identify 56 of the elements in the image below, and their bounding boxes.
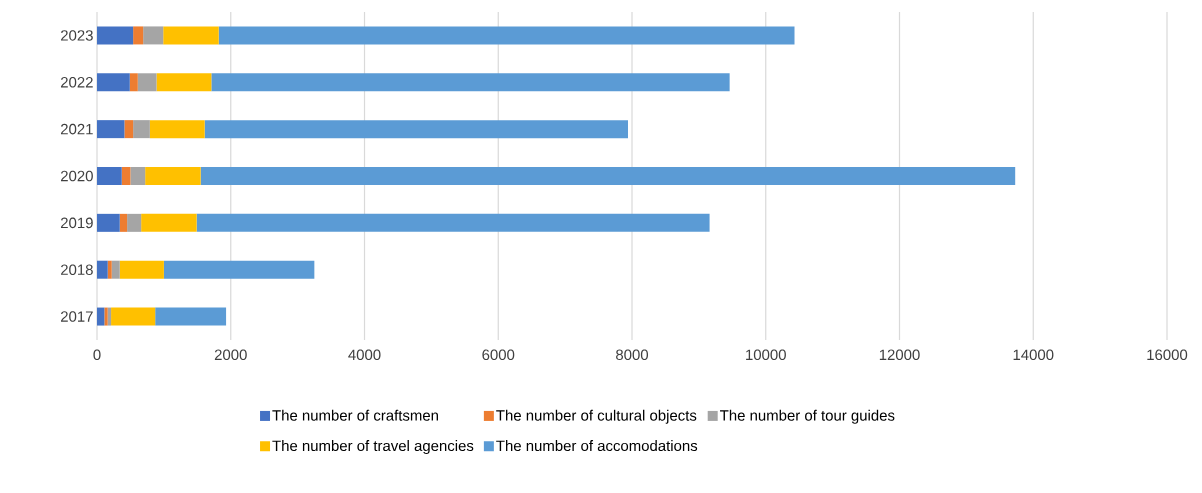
bar — [107, 260, 112, 279]
bar — [149, 120, 205, 139]
bar — [119, 213, 128, 232]
bar — [97, 120, 125, 139]
x-tick-label: 0 — [93, 349, 101, 361]
x-tick-label: 10000 — [746, 349, 786, 361]
bar — [130, 166, 146, 185]
bar — [211, 73, 730, 92]
y-tick-label: 2017 — [61, 311, 93, 322]
bar — [97, 166, 122, 185]
bar — [97, 307, 105, 326]
bar — [200, 166, 1016, 185]
bar — [204, 120, 628, 139]
legend-label: The number of tour guides — [720, 409, 895, 424]
x-tick-label: 14000 — [1013, 349, 1054, 361]
bar — [119, 260, 164, 279]
y-tick-label: 2020 — [61, 170, 93, 182]
bar — [104, 307, 108, 326]
bar — [97, 213, 120, 232]
bar — [163, 26, 219, 45]
bar — [163, 260, 315, 279]
bar — [97, 26, 134, 45]
y-tick-label: 2022 — [61, 76, 93, 88]
x-tick-label: 6000 — [482, 349, 515, 361]
bar — [143, 26, 164, 45]
bar — [97, 73, 130, 92]
legend-label: The number of accomodations — [496, 440, 698, 452]
bar — [133, 120, 150, 139]
x-tick-label: 8000 — [616, 349, 649, 361]
bar — [124, 120, 134, 139]
x-tick-label: 16000 — [1147, 349, 1188, 361]
bar — [111, 307, 156, 326]
y-tick-label: 2023 — [61, 30, 93, 41]
x-tick-label: 4000 — [348, 349, 381, 361]
legend-label: The number of travel agencies — [272, 440, 474, 454]
bar — [156, 73, 212, 92]
x-tick-label: 2000 — [214, 349, 247, 361]
y-tick-label: 2019 — [61, 217, 93, 229]
legend-label: The number of craftsmen — [272, 409, 438, 421]
bar — [111, 260, 120, 279]
bar — [133, 26, 144, 45]
y-tick-label: 2021 — [61, 123, 93, 135]
legend-label: The number of cultural objects — [496, 409, 697, 424]
bar — [145, 166, 201, 185]
bar — [121, 166, 131, 185]
bar — [127, 213, 142, 232]
bar — [97, 260, 108, 279]
bar — [218, 26, 795, 45]
bar — [137, 73, 157, 92]
y-tick-label: 2018 — [61, 264, 93, 275]
bar — [107, 307, 112, 326]
bar — [141, 213, 197, 232]
bar — [196, 213, 710, 232]
x-tick-label: 12000 — [879, 349, 920, 361]
bar — [155, 307, 227, 326]
bar — [129, 73, 138, 92]
